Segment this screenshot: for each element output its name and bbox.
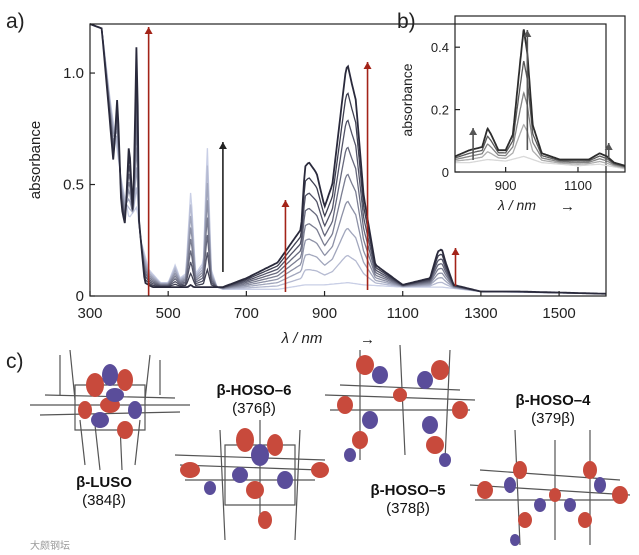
x-tick-label: 1300 xyxy=(464,305,497,322)
hoso-6-index: (376β) xyxy=(232,400,276,417)
arrow-up xyxy=(144,27,153,296)
x-tick-label: 900 xyxy=(495,178,517,193)
y-tick-label: 0.5 xyxy=(63,177,84,194)
chart-series-line xyxy=(454,29,626,167)
x-tick-label: 900 xyxy=(312,305,337,322)
hoso-4-name: β-HOSO–4 xyxy=(515,392,591,409)
y-tick-label: 0 xyxy=(442,165,449,180)
molecule-hoso-6 xyxy=(174,420,329,541)
arrow-up xyxy=(469,128,478,160)
y-tick-label: 0 xyxy=(76,288,84,305)
molecule-hoso-5 xyxy=(324,344,476,467)
hoso-5-index: (378β) xyxy=(386,500,430,517)
chart-b: 900 1100 0 0.2 0.4 xyxy=(431,15,626,193)
chart-series-line xyxy=(454,60,626,168)
x-tick-label: 1100 xyxy=(387,305,419,322)
chart-b-xlabel: λ / nm xyxy=(497,197,536,213)
chart-series-line xyxy=(89,23,607,295)
molecule-hoso-4 xyxy=(469,429,631,546)
panel-a-label: a) xyxy=(6,10,25,33)
x-tick-label: 1100 xyxy=(564,178,592,193)
luso-name: β-LUSO xyxy=(76,474,132,491)
chart-a-xlabel-arrow: → xyxy=(360,331,375,348)
molecule-luso xyxy=(30,349,190,471)
chart-b-series-group xyxy=(454,29,626,170)
chart-series-line xyxy=(454,91,626,168)
x-tick-label: 500 xyxy=(156,305,181,322)
chart-a-series-group xyxy=(89,23,607,295)
chart-series-line xyxy=(454,123,626,169)
panel-c-label: c) xyxy=(6,350,24,373)
panel-b-label: b) xyxy=(397,10,416,33)
chart-series-line xyxy=(455,155,626,170)
y-tick-label: 1.0 xyxy=(63,65,84,82)
chart-b-axes: 900 1100 0 0.2 0.4 xyxy=(431,15,626,193)
chart-a-axes: 300 500 700 900 1100 1300 1500 0 0.5 1.0 xyxy=(63,23,607,322)
y-tick-label: 0.2 xyxy=(431,103,449,118)
hoso-5-name: β-HOSO–5 xyxy=(370,482,445,499)
arrow-up xyxy=(363,62,372,290)
chart-a-xlabel: λ / nm xyxy=(281,330,323,347)
chart-b-arrow-group xyxy=(469,30,613,160)
x-tick-label: 1500 xyxy=(542,305,575,322)
arrow-up xyxy=(523,30,532,150)
arrow-up xyxy=(604,143,613,158)
watermark: 大颇钢坛 xyxy=(30,539,70,552)
arrow-down xyxy=(218,142,227,272)
arrow-up xyxy=(451,248,460,286)
arrow-up xyxy=(281,200,290,292)
chart-a: 300 500 700 900 1100 1300 1500 0 0.5 1.0 xyxy=(63,23,607,322)
chart-a-arrow-group xyxy=(144,27,460,296)
chart-a-ylabel: absorbance xyxy=(27,121,44,199)
luso-index: (384β) xyxy=(82,492,126,509)
x-tick-label: 300 xyxy=(77,305,102,322)
chart-b-xlabel-arrow: → xyxy=(560,198,575,215)
chart-b-ylabel: absorbance xyxy=(399,63,415,136)
hoso-4-index: (379β) xyxy=(531,410,575,427)
y-tick-label: 0.4 xyxy=(431,40,449,55)
hoso-6-name: β-HOSO–6 xyxy=(216,382,291,399)
x-tick-label: 700 xyxy=(234,305,259,322)
chart-frame xyxy=(454,15,626,173)
